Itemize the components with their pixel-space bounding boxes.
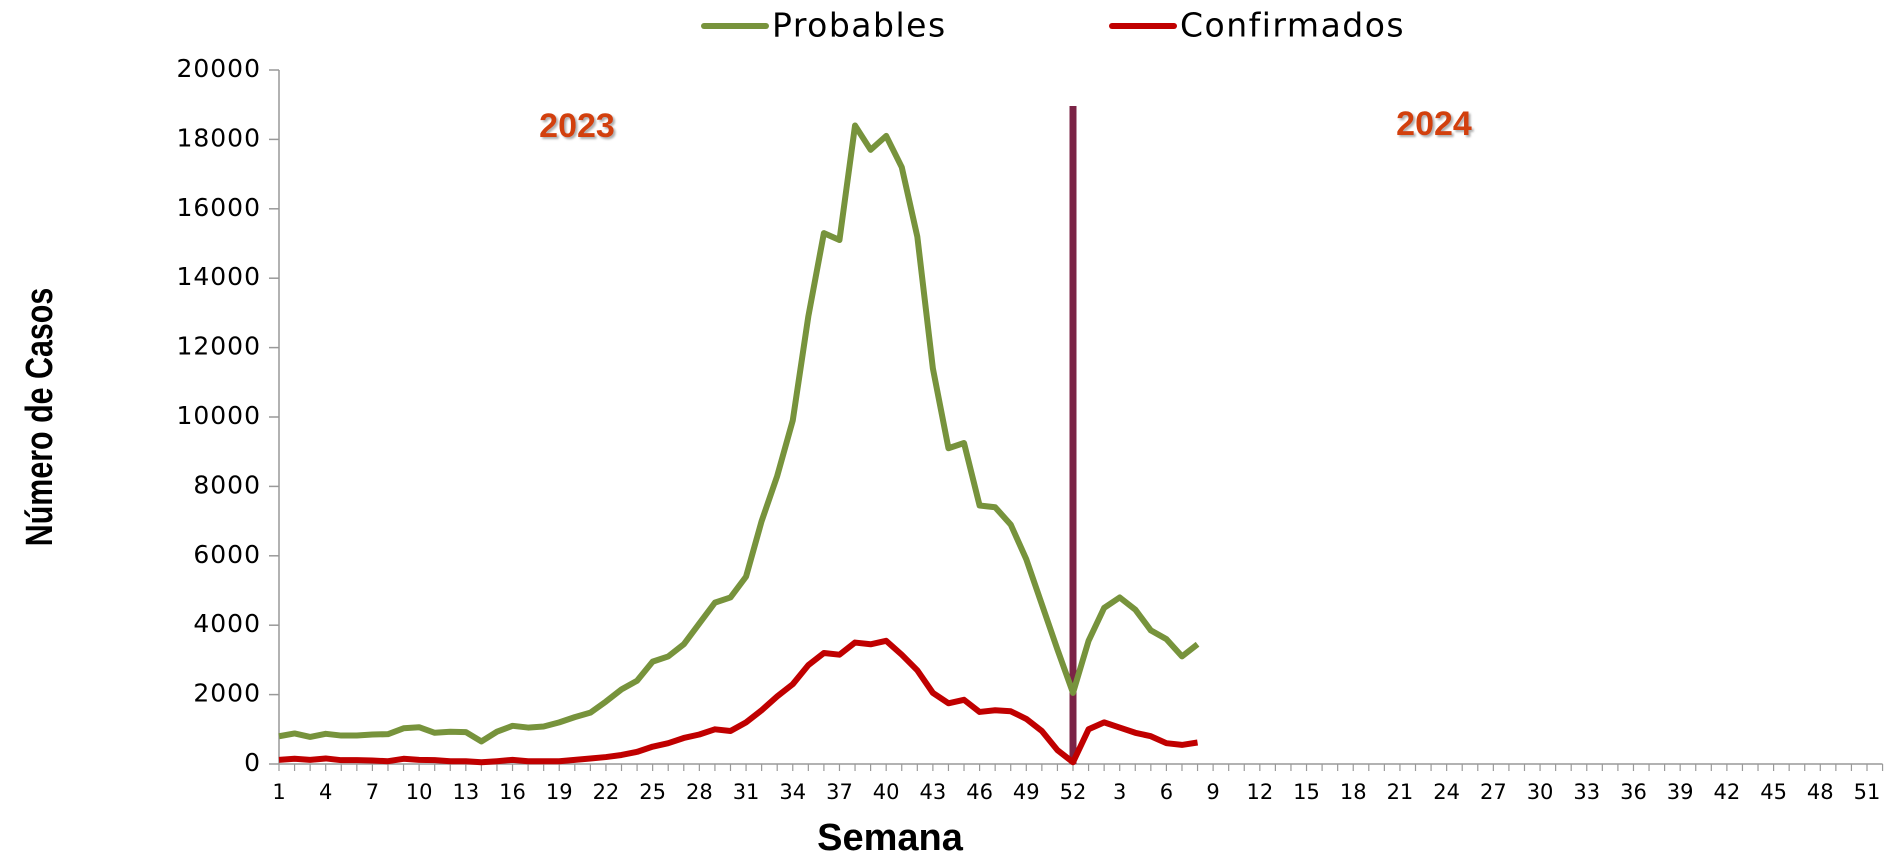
y-tick-label: 2000 [193, 679, 261, 708]
x-tick-label: 19 [546, 780, 573, 804]
annotation: 2023 [539, 107, 615, 145]
x-tick-label: 15 [1293, 780, 1320, 804]
legend-label: Probables [772, 6, 947, 45]
x-tick-label: 39 [1667, 780, 1694, 804]
x-tick-label: 31 [733, 780, 760, 804]
x-tick-label: 4 [319, 780, 332, 804]
x-tick-label: 9 [1206, 780, 1219, 804]
y-tick-label: 16000 [176, 193, 261, 222]
y-tick-label: 14000 [176, 262, 261, 291]
x-tick-label: 28 [686, 780, 713, 804]
x-tick-label: 10 [406, 780, 433, 804]
x-tick-label: 45 [1760, 780, 1787, 804]
y-tick-label: 0 [244, 748, 261, 777]
x-tick-label: 6 [1160, 780, 1173, 804]
x-tick-label: 33 [1573, 780, 1600, 804]
x-tick-label: 43 [920, 780, 947, 804]
y-axis-label: Número de Casos [19, 288, 61, 546]
x-tick-label: 51 [1854, 780, 1881, 804]
x-tick-label: 21 [1387, 780, 1414, 804]
x-tick-label: 24 [1433, 780, 1460, 804]
x-tick-label: 48 [1807, 780, 1834, 804]
x-tick-label: 13 [452, 780, 479, 804]
x-tick-label: 46 [966, 780, 993, 804]
y-tick-label: 6000 [193, 540, 261, 569]
y-tick-label: 10000 [176, 401, 261, 430]
x-tick-label: 52 [1060, 780, 1087, 804]
x-tick-label: 7 [366, 780, 379, 804]
x-tick-label: 3 [1113, 780, 1126, 804]
x-tick-label: 34 [779, 780, 806, 804]
y-tick-label: 18000 [176, 123, 261, 152]
y-tick-label: 8000 [193, 470, 261, 499]
y-tick-label: 4000 [193, 609, 261, 638]
x-axis-label: Semana [817, 817, 964, 856]
x-tick-label: 16 [499, 780, 526, 804]
legend-label: Confirmados [1180, 6, 1405, 45]
x-tick-label: 12 [1246, 780, 1273, 804]
y-tick-label: 12000 [176, 332, 261, 361]
x-tick-label: 18 [1340, 780, 1367, 804]
x-tick-label: 25 [639, 780, 666, 804]
annotation: 2024 [1396, 105, 1472, 143]
x-tick-label: 40 [873, 780, 900, 804]
x-tick-label: 36 [1620, 780, 1647, 804]
x-tick-label: 30 [1527, 780, 1554, 804]
series-line [278, 122, 1200, 745]
x-tick-label: 49 [1013, 780, 1040, 804]
x-tick-label: 37 [826, 780, 853, 804]
x-tick-label: 22 [593, 780, 620, 804]
x-tick-label: 27 [1480, 780, 1507, 804]
x-tick-label: 42 [1714, 780, 1741, 804]
x-tick-label: 1 [272, 780, 285, 804]
y-tick-label: 20000 [176, 54, 261, 83]
series-line [278, 637, 1199, 766]
